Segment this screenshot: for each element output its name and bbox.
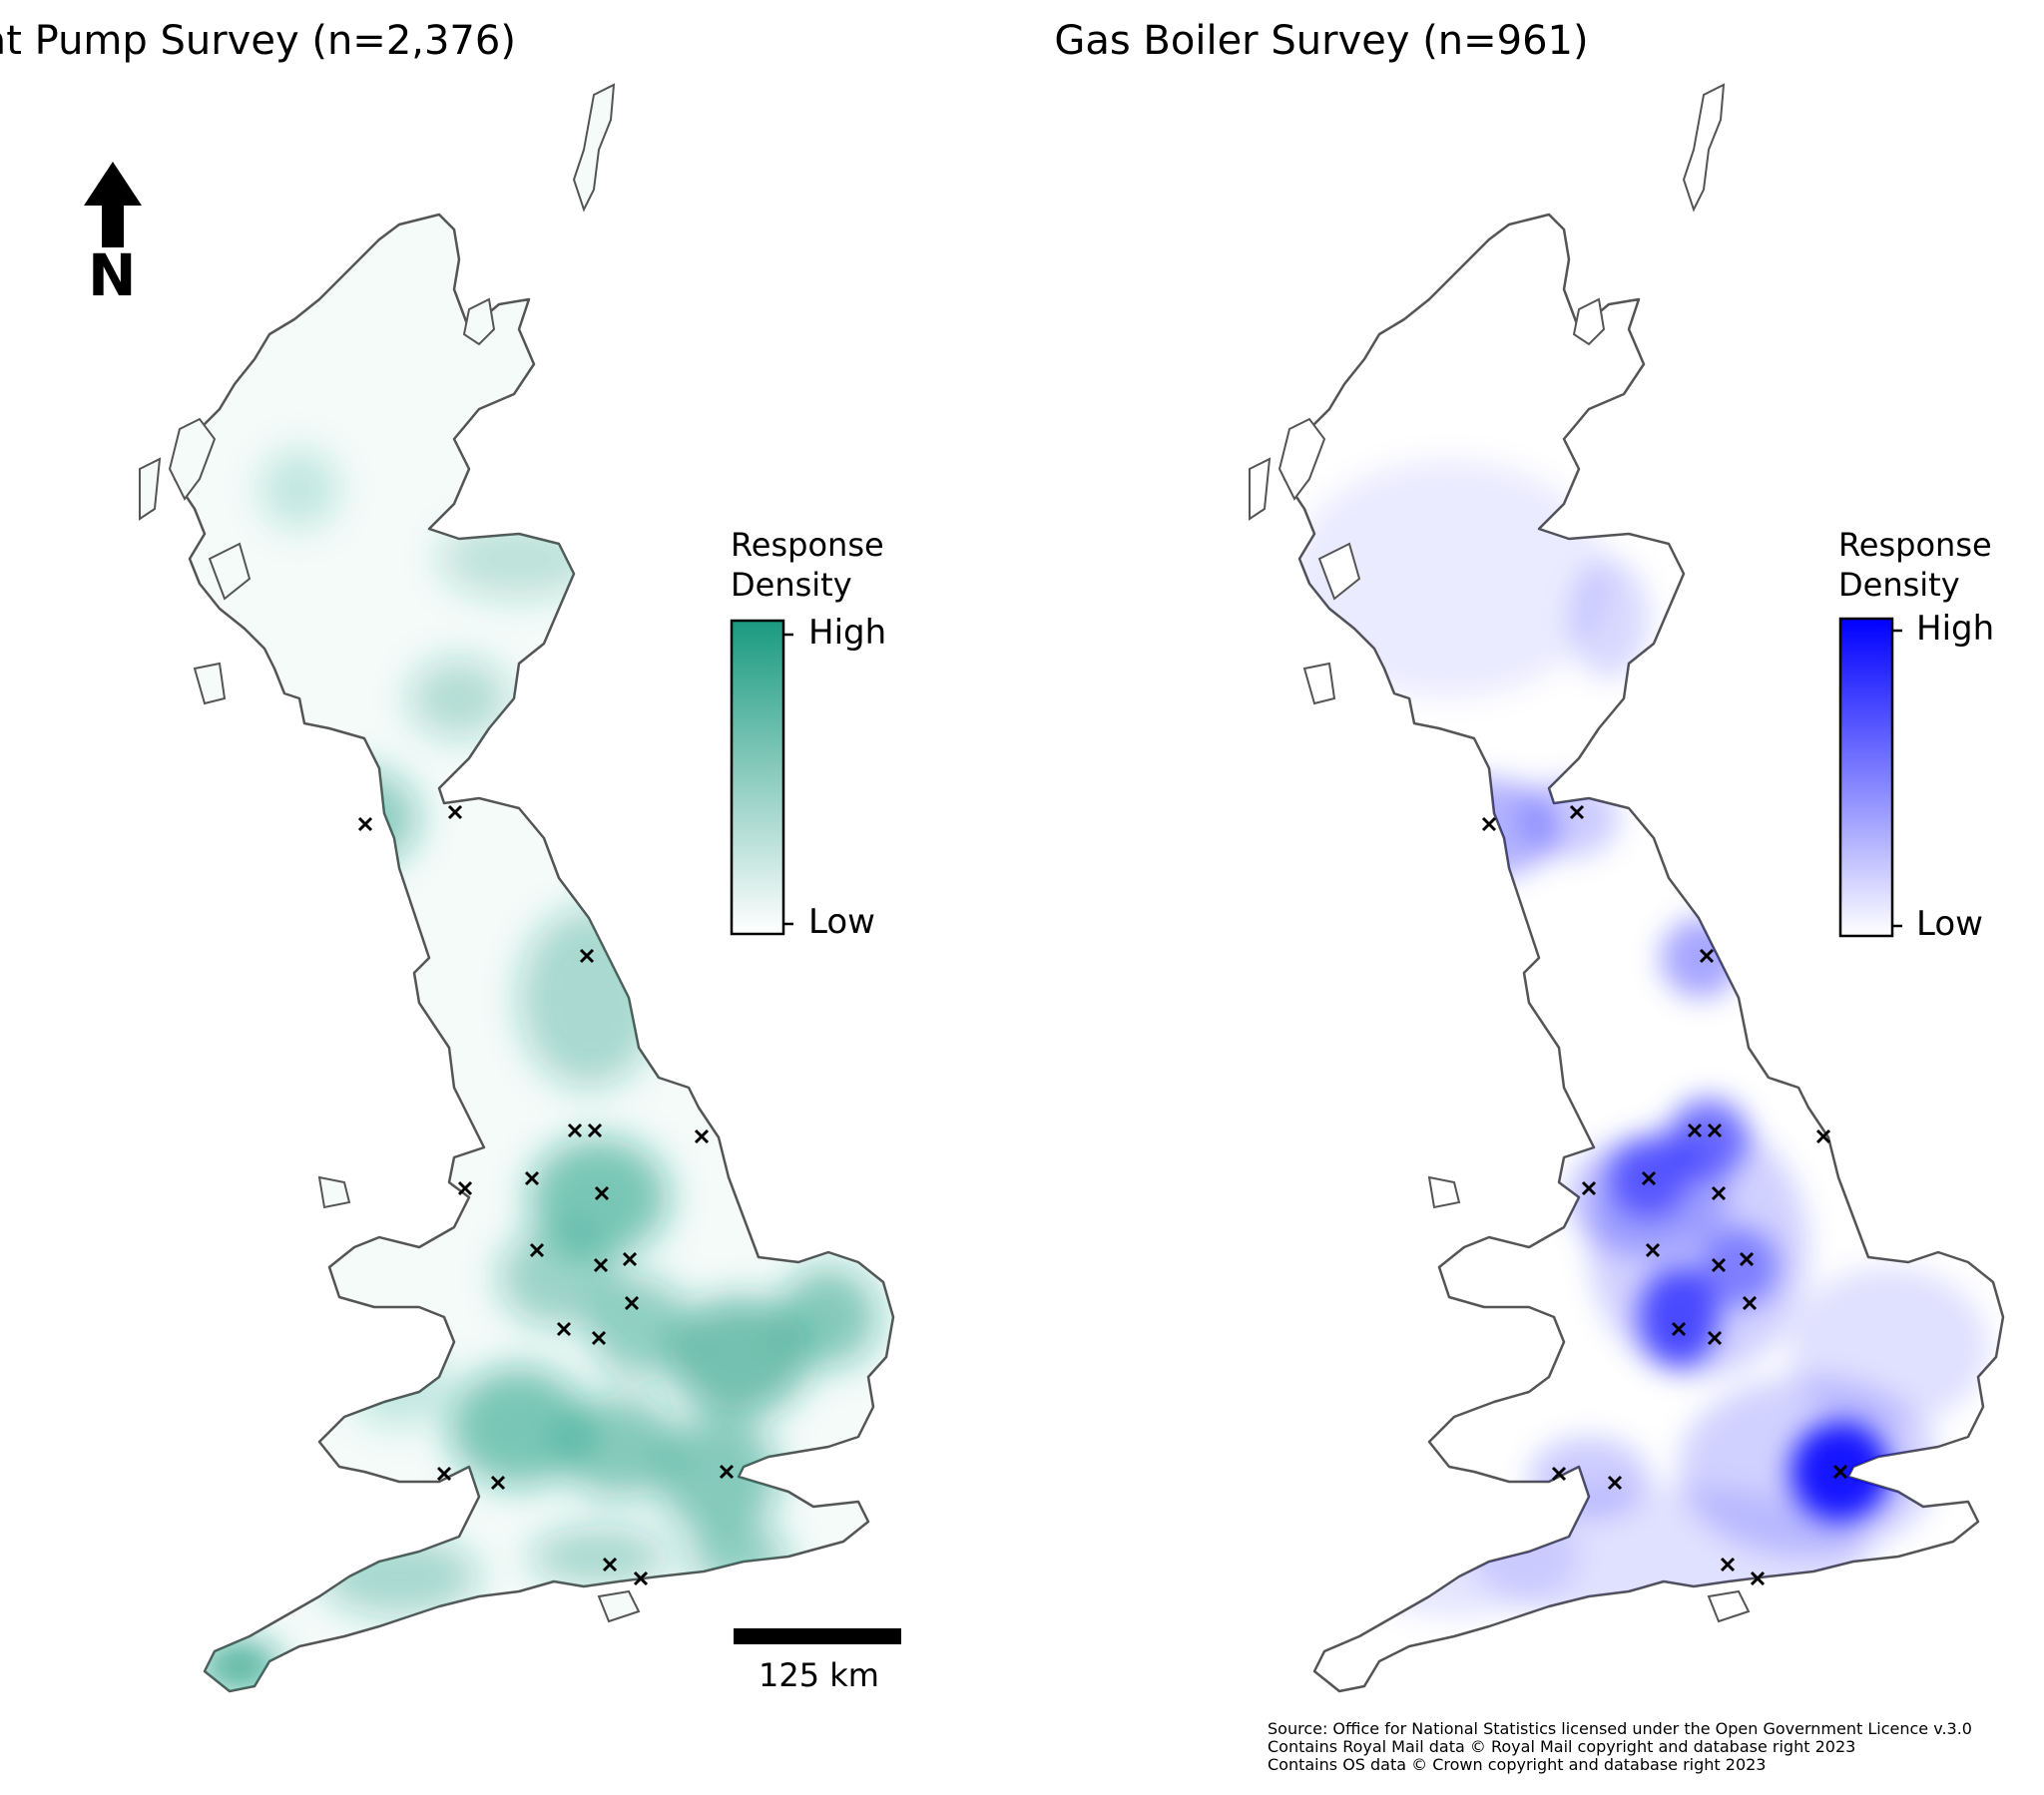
cross-marker-icon — [1607, 1475, 1623, 1491]
cross-marker-icon — [556, 1321, 572, 1337]
cross-marker-icon — [1711, 1185, 1727, 1201]
cross-marker-icon — [529, 1242, 545, 1258]
heat-pump-map — [139, 83, 895, 1693]
cross-marker-icon — [1569, 804, 1585, 820]
orkney-islands — [462, 297, 496, 346]
islands — [139, 83, 641, 1623]
legend-title: Response Density — [1838, 525, 1992, 605]
cross-marker-icon — [1742, 1295, 1758, 1311]
legend-title-line2: Density — [1838, 566, 1960, 604]
cross-marker-icon — [1687, 1122, 1703, 1138]
cross-marker-icon — [633, 1571, 649, 1586]
cross-marker-icon — [1551, 1466, 1567, 1482]
isle-of-wight — [1707, 1589, 1751, 1623]
cross-marker-icon — [624, 1295, 640, 1311]
isle-of-wight — [597, 1589, 641, 1623]
north-label: N — [88, 241, 137, 309]
shetland-islands — [1682, 83, 1726, 213]
legend-title: Response Density — [731, 525, 884, 605]
city-markers — [357, 804, 735, 1586]
legend-low-label: Low — [808, 902, 875, 942]
map-title: Gas Boiler Survey (n=961) — [1054, 18, 1589, 64]
legend-title-line1: Response — [731, 526, 884, 564]
cross-marker-icon — [1641, 1170, 1657, 1186]
cross-marker-icon — [567, 1122, 583, 1138]
cross-marker-icon — [594, 1185, 610, 1201]
skye-island — [1317, 542, 1361, 601]
scale-bar — [734, 1628, 901, 1644]
legend-low-label: Low — [1916, 904, 1983, 944]
cross-marker-icon — [1581, 1180, 1597, 1196]
western-isles — [1278, 417, 1326, 501]
cross-marker-icon — [1707, 1122, 1723, 1138]
cross-marker-icon — [587, 1122, 603, 1138]
cross-marker-icon — [457, 1180, 473, 1196]
western-isles — [168, 417, 217, 501]
cross-marker-icon — [593, 1257, 609, 1273]
source-line: Source: Office for National Statistics l… — [1268, 1719, 1972, 1738]
source-attribution: Source: Office for National Statistics l… — [1268, 1720, 1972, 1774]
anglesey-island — [317, 1175, 351, 1209]
source-line: Contains OS data © Crown copyright and d… — [1268, 1755, 1767, 1774]
map-title: Heat Pump Survey (n=2,376) — [0, 18, 516, 64]
mull-island — [193, 662, 227, 705]
gas-boiler-map-panel: Gas Boiler Survey (n=961) — [1054, 0, 2044, 1795]
cross-marker-icon — [1739, 1251, 1755, 1267]
legend-colorbar — [1838, 617, 1894, 938]
cross-marker-icon — [524, 1170, 540, 1186]
legend-title-line1: Response — [1838, 526, 1992, 564]
cross-marker-icon — [447, 804, 463, 820]
cross-marker-icon — [719, 1464, 735, 1480]
legend-colorbar — [730, 619, 785, 936]
cross-marker-icon — [1750, 1571, 1766, 1586]
mull-island — [1302, 662, 1336, 705]
cross-marker-icon — [1711, 1257, 1727, 1273]
outer-hebrides — [139, 457, 162, 521]
cross-marker-icon — [1707, 1330, 1723, 1346]
orkney-islands — [1572, 297, 1606, 346]
legend-high-label: High — [1916, 609, 1995, 649]
cross-marker-icon — [1645, 1242, 1661, 1258]
cross-marker-icon — [579, 948, 595, 964]
cross-marker-icon — [1815, 1128, 1831, 1144]
cross-marker-icon — [1671, 1321, 1687, 1337]
gas-boiler-map — [1249, 83, 2005, 1693]
cross-marker-icon — [490, 1475, 506, 1491]
north-arrow-icon — [84, 162, 142, 247]
cross-marker-icon — [694, 1128, 710, 1144]
scale-bar-label: 125 km — [759, 1656, 879, 1694]
cross-marker-icon — [1699, 948, 1715, 964]
density-layer — [1289, 459, 1988, 1626]
source-line: Contains Royal Mail data © Royal Mail co… — [1268, 1737, 1856, 1756]
cross-marker-icon — [1832, 1464, 1848, 1480]
cross-marker-icon — [622, 1251, 638, 1267]
cross-marker-icon — [1720, 1557, 1736, 1572]
cross-marker-icon — [357, 816, 373, 832]
outer-hebrides — [1249, 457, 1272, 521]
legend-high-label: High — [808, 613, 887, 653]
cross-marker-icon — [1481, 816, 1497, 832]
anglesey-island — [1427, 1175, 1461, 1209]
city-markers — [1481, 804, 1848, 1586]
shetland-islands — [572, 83, 616, 213]
skye-island — [208, 542, 252, 601]
cross-marker-icon — [602, 1557, 618, 1572]
legend-title-line2: Density — [731, 566, 852, 604]
islands — [1249, 83, 1751, 1623]
heat-pump-map-panel: Heat Pump Survey (n=2,376) — [0, 18, 901, 1694]
cross-marker-icon — [591, 1330, 607, 1346]
cross-marker-icon — [436, 1466, 452, 1482]
